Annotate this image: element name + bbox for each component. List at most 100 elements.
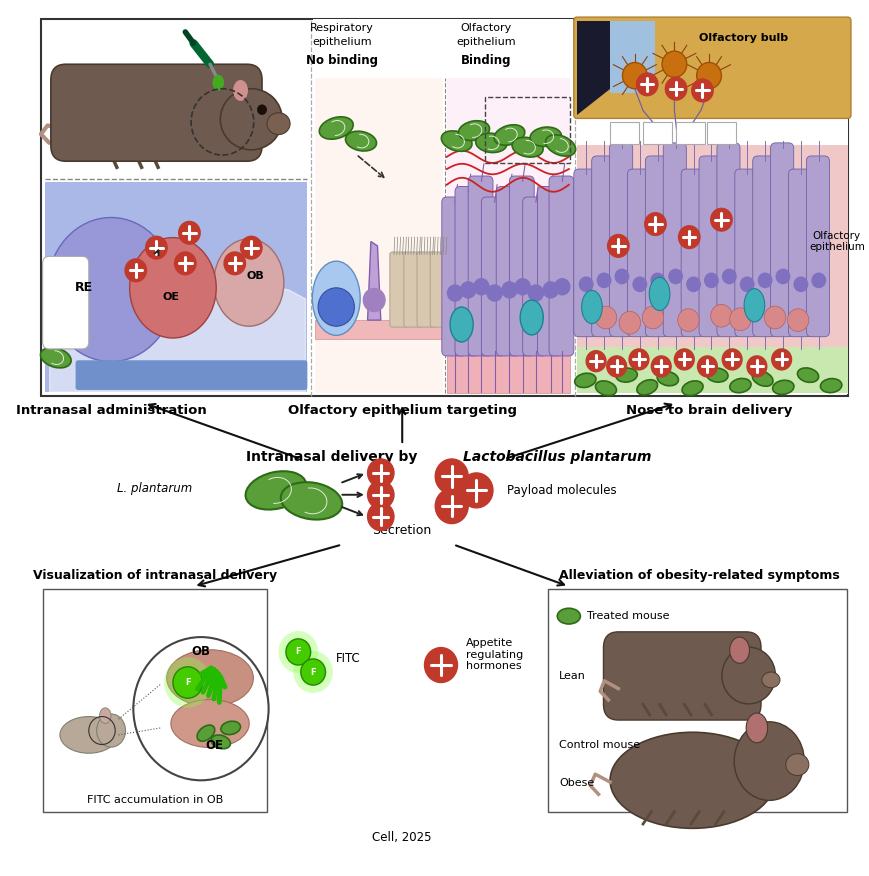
FancyBboxPatch shape [706, 122, 735, 144]
Ellipse shape [615, 368, 637, 382]
Ellipse shape [529, 127, 561, 146]
Circle shape [362, 288, 385, 312]
Circle shape [677, 308, 699, 331]
Ellipse shape [212, 74, 224, 90]
Circle shape [710, 304, 732, 327]
Circle shape [241, 237, 262, 259]
Ellipse shape [245, 471, 306, 510]
Ellipse shape [729, 378, 750, 392]
FancyBboxPatch shape [609, 122, 638, 144]
Ellipse shape [681, 381, 702, 396]
Circle shape [632, 277, 647, 293]
FancyBboxPatch shape [603, 632, 760, 720]
Circle shape [368, 459, 394, 487]
FancyBboxPatch shape [576, 19, 846, 394]
Circle shape [256, 104, 267, 115]
Circle shape [628, 349, 648, 370]
Text: epithelium: epithelium [456, 37, 515, 47]
Ellipse shape [785, 753, 808, 775]
Circle shape [486, 285, 502, 301]
FancyBboxPatch shape [416, 252, 434, 327]
FancyBboxPatch shape [454, 187, 479, 356]
Ellipse shape [574, 373, 595, 387]
Circle shape [133, 637, 269, 781]
Circle shape [771, 349, 791, 370]
Circle shape [368, 481, 394, 509]
FancyBboxPatch shape [41, 19, 846, 396]
Circle shape [594, 306, 616, 328]
Circle shape [434, 459, 468, 494]
Circle shape [703, 272, 718, 288]
Text: L. plantarum: L. plantarum [117, 482, 192, 495]
Ellipse shape [729, 637, 748, 663]
FancyBboxPatch shape [662, 143, 686, 336]
FancyBboxPatch shape [537, 187, 561, 356]
Circle shape [473, 278, 489, 295]
Circle shape [651, 356, 670, 377]
FancyBboxPatch shape [609, 143, 632, 336]
Text: FITC: FITC [335, 652, 361, 665]
Text: Lactobacillus plantarum: Lactobacillus plantarum [462, 449, 651, 463]
Circle shape [667, 269, 682, 285]
Text: Olfactory: Olfactory [461, 23, 511, 33]
Circle shape [746, 356, 766, 377]
Ellipse shape [167, 650, 253, 707]
Ellipse shape [312, 261, 360, 336]
Ellipse shape [220, 88, 282, 150]
Circle shape [621, 62, 647, 88]
FancyBboxPatch shape [680, 169, 703, 336]
Circle shape [293, 651, 333, 693]
FancyBboxPatch shape [609, 21, 654, 93]
FancyBboxPatch shape [574, 169, 596, 336]
FancyBboxPatch shape [675, 122, 704, 144]
FancyBboxPatch shape [716, 143, 740, 336]
Circle shape [665, 77, 686, 100]
FancyBboxPatch shape [441, 197, 466, 356]
FancyBboxPatch shape [770, 143, 793, 336]
Text: Cell, 2025: Cell, 2025 [372, 831, 432, 844]
FancyBboxPatch shape [315, 320, 444, 339]
FancyBboxPatch shape [576, 145, 846, 350]
Circle shape [447, 285, 462, 301]
Text: Obese: Obese [558, 778, 594, 788]
Text: FITC accumulation in OB: FITC accumulation in OB [87, 795, 222, 805]
Circle shape [678, 226, 700, 249]
Text: Payload molecules: Payload molecules [507, 484, 616, 497]
FancyBboxPatch shape [509, 176, 534, 356]
Text: OE: OE [163, 292, 180, 301]
FancyBboxPatch shape [548, 176, 574, 356]
FancyBboxPatch shape [787, 169, 811, 336]
Circle shape [424, 647, 457, 682]
Circle shape [125, 259, 146, 282]
Text: Secretion: Secretion [372, 524, 431, 537]
FancyBboxPatch shape [50, 64, 262, 161]
Text: Appetite
regulating
hormones: Appetite regulating hormones [465, 638, 522, 671]
Ellipse shape [797, 368, 818, 382]
Circle shape [757, 272, 772, 288]
Ellipse shape [772, 380, 793, 394]
Circle shape [318, 288, 354, 326]
Ellipse shape [819, 378, 841, 392]
FancyBboxPatch shape [403, 252, 421, 327]
Text: OE: OE [205, 738, 223, 752]
Polygon shape [368, 242, 381, 320]
FancyBboxPatch shape [627, 169, 650, 336]
Text: Visualization of intranasal delivery: Visualization of intranasal delivery [33, 569, 276, 583]
FancyBboxPatch shape [734, 169, 757, 336]
Text: Lean: Lean [558, 670, 585, 681]
FancyBboxPatch shape [447, 349, 570, 392]
Circle shape [786, 308, 808, 331]
Text: Olfactory epithelium targeting: Olfactory epithelium targeting [288, 404, 516, 417]
Ellipse shape [319, 117, 353, 139]
FancyBboxPatch shape [574, 18, 850, 118]
Text: Treated mouse: Treated mouse [587, 611, 669, 621]
Text: Binding: Binding [461, 54, 511, 67]
FancyBboxPatch shape [468, 176, 493, 356]
Polygon shape [576, 21, 609, 115]
Circle shape [641, 306, 663, 328]
FancyBboxPatch shape [447, 78, 570, 392]
Ellipse shape [170, 700, 249, 747]
FancyBboxPatch shape [45, 182, 306, 392]
Circle shape [614, 269, 628, 285]
Ellipse shape [706, 368, 727, 382]
